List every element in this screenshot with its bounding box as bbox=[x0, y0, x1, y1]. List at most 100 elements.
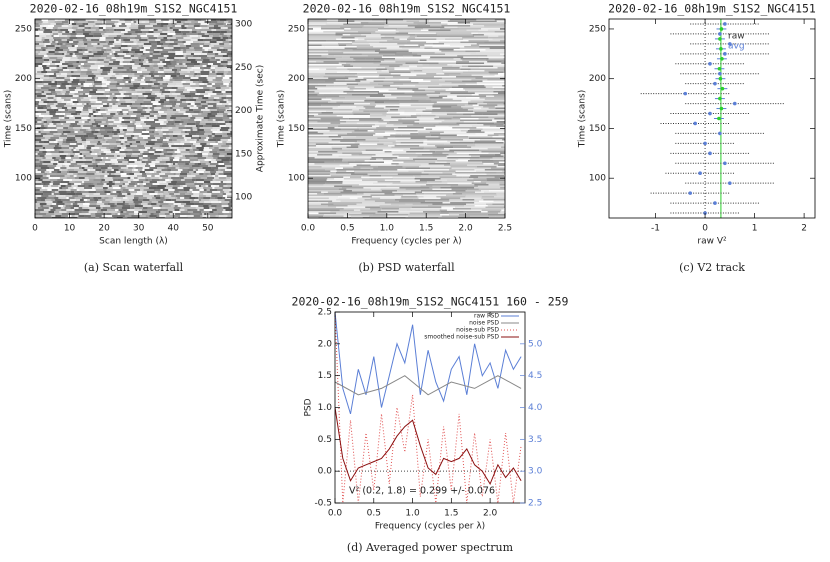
texture bbox=[473, 35, 489, 37]
texture bbox=[175, 175, 180, 177]
texture bbox=[382, 43, 398, 45]
texture bbox=[92, 167, 101, 169]
texture bbox=[200, 71, 210, 73]
texture bbox=[151, 205, 160, 207]
texture bbox=[182, 67, 188, 69]
texture bbox=[208, 73, 217, 75]
texture bbox=[447, 64, 481, 66]
texture bbox=[194, 71, 198, 73]
texture bbox=[375, 104, 395, 106]
texture bbox=[71, 113, 77, 115]
texture bbox=[44, 195, 49, 197]
texture bbox=[156, 105, 164, 107]
texture bbox=[35, 159, 39, 161]
texture bbox=[412, 89, 426, 91]
texture bbox=[91, 115, 94, 117]
texture bbox=[116, 129, 120, 131]
texture bbox=[145, 67, 153, 69]
texture bbox=[324, 161, 348, 163]
texture bbox=[449, 37, 463, 39]
texture bbox=[151, 145, 160, 147]
texture bbox=[174, 19, 182, 21]
texture bbox=[122, 183, 125, 185]
texture bbox=[356, 47, 375, 49]
texture bbox=[56, 21, 62, 23]
texture bbox=[204, 99, 214, 101]
texture bbox=[363, 193, 385, 195]
texture bbox=[123, 143, 130, 145]
texture bbox=[202, 167, 212, 169]
texture bbox=[228, 121, 232, 123]
texture bbox=[352, 185, 387, 187]
texture bbox=[93, 201, 98, 203]
texture bbox=[119, 151, 128, 153]
texture bbox=[100, 109, 106, 111]
texture bbox=[381, 190, 398, 192]
texture bbox=[89, 113, 94, 115]
texture bbox=[80, 67, 84, 69]
texture bbox=[429, 149, 450, 151]
texture bbox=[44, 171, 50, 173]
texture bbox=[141, 133, 150, 135]
texture bbox=[196, 139, 200, 141]
texture bbox=[41, 91, 45, 93]
texture bbox=[201, 151, 204, 153]
texture bbox=[149, 193, 158, 195]
texture bbox=[162, 139, 169, 141]
texture bbox=[150, 147, 153, 149]
texture bbox=[73, 147, 76, 149]
texture bbox=[175, 217, 179, 218]
texture bbox=[423, 140, 448, 142]
texture bbox=[159, 125, 167, 127]
texture bbox=[143, 43, 152, 45]
texture bbox=[117, 195, 126, 197]
texture bbox=[152, 81, 158, 83]
texture bbox=[394, 145, 420, 147]
texture bbox=[468, 176, 479, 178]
texture bbox=[39, 115, 45, 117]
texture bbox=[328, 136, 341, 138]
texture bbox=[182, 77, 191, 79]
texture bbox=[103, 105, 109, 107]
texture bbox=[200, 101, 207, 103]
texture bbox=[332, 107, 366, 109]
texture bbox=[35, 211, 41, 213]
texture bbox=[362, 152, 395, 154]
texture bbox=[202, 155, 208, 157]
texture bbox=[57, 141, 63, 143]
texture bbox=[343, 137, 378, 139]
texture bbox=[57, 27, 67, 29]
texture bbox=[187, 105, 191, 107]
texture bbox=[116, 99, 120, 101]
texture bbox=[131, 93, 135, 95]
texture bbox=[137, 109, 143, 111]
texture bbox=[335, 58, 354, 60]
texture bbox=[452, 65, 462, 67]
texture bbox=[163, 25, 168, 27]
texture bbox=[101, 55, 108, 57]
texture bbox=[150, 165, 156, 167]
x-tick-label: 20 bbox=[98, 224, 110, 234]
texture bbox=[171, 199, 177, 201]
texture bbox=[85, 195, 90, 197]
texture bbox=[339, 95, 370, 97]
texture bbox=[35, 107, 38, 109]
texture bbox=[169, 179, 173, 181]
texture bbox=[44, 91, 51, 93]
texture bbox=[132, 73, 135, 75]
texture bbox=[197, 153, 203, 155]
texture bbox=[59, 187, 63, 189]
texture bbox=[97, 137, 102, 139]
texture bbox=[200, 109, 206, 111]
texture bbox=[228, 103, 232, 105]
texture bbox=[193, 215, 201, 217]
texture bbox=[394, 37, 409, 39]
texture bbox=[191, 51, 196, 53]
texture bbox=[100, 209, 107, 211]
texture bbox=[461, 106, 484, 108]
texture bbox=[169, 147, 177, 149]
texture bbox=[70, 35, 76, 37]
texture bbox=[134, 79, 138, 81]
texture bbox=[160, 207, 166, 209]
texture bbox=[96, 119, 103, 121]
